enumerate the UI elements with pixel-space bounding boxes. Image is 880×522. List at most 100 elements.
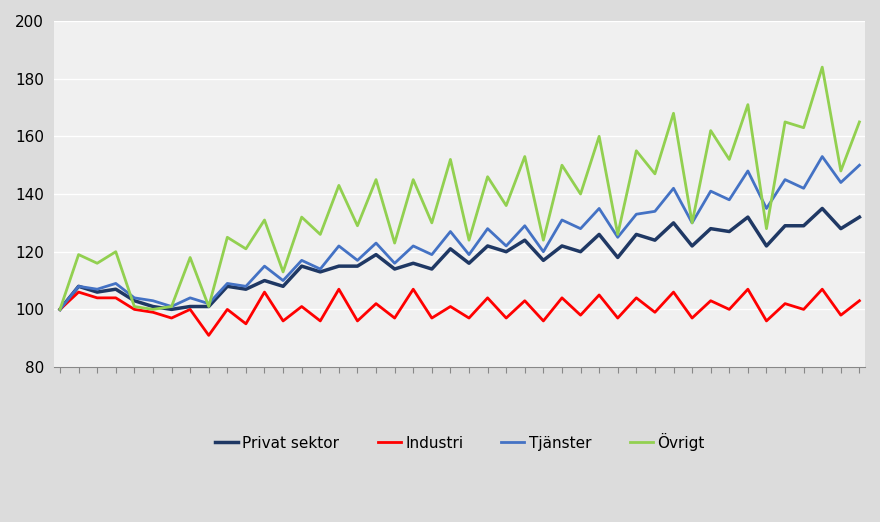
Industri <box>203 332 214 338</box>
Övrigt <box>798 125 809 131</box>
Tjänster <box>166 303 177 310</box>
Tjänster <box>92 286 102 292</box>
Tjänster <box>780 176 790 183</box>
Privat sektor <box>631 231 642 238</box>
Privat sektor <box>482 243 493 249</box>
Industri <box>686 315 697 321</box>
Övrigt <box>835 168 846 174</box>
Legend: Privat sektor, Industri, Tjänster, Övrigt: Privat sektor, Industri, Tjänster, Övrig… <box>209 426 711 457</box>
Privat sektor <box>315 269 326 275</box>
Tjänster <box>352 257 363 264</box>
Tjänster <box>464 252 474 258</box>
Industri <box>780 301 790 307</box>
Övrigt <box>649 171 660 177</box>
Privat sektor <box>111 286 121 292</box>
Line: Övrigt: Övrigt <box>60 67 860 310</box>
Övrigt <box>612 231 623 238</box>
Industri <box>408 286 419 292</box>
Privat sektor <box>464 260 474 266</box>
Industri <box>111 295 121 301</box>
Industri <box>55 306 65 313</box>
Övrigt <box>148 306 158 313</box>
Industri <box>240 321 251 327</box>
Tjänster <box>240 283 251 290</box>
Övrigt <box>278 269 289 275</box>
Privat sektor <box>408 260 419 266</box>
Övrigt <box>445 156 456 162</box>
Tjänster <box>612 234 623 241</box>
Övrigt <box>370 176 381 183</box>
Övrigt <box>55 306 65 313</box>
Industri <box>612 315 623 321</box>
Privat sektor <box>557 243 568 249</box>
Övrigt <box>501 203 511 209</box>
Övrigt <box>761 226 772 232</box>
Privat sektor <box>706 226 716 232</box>
Privat sektor <box>166 306 177 313</box>
Tjänster <box>631 211 642 217</box>
Tjänster <box>501 243 511 249</box>
Övrigt <box>408 176 419 183</box>
Privat sektor <box>222 283 232 290</box>
Övrigt <box>557 162 568 168</box>
Industri <box>482 295 493 301</box>
Industri <box>706 298 716 304</box>
Industri <box>631 295 642 301</box>
Privat sektor <box>148 303 158 310</box>
Privat sektor <box>668 220 678 226</box>
Tjänster <box>73 283 84 290</box>
Tjänster <box>315 266 326 272</box>
Övrigt <box>686 220 697 226</box>
Industri <box>594 292 605 298</box>
Övrigt <box>538 237 548 243</box>
Tjänster <box>445 229 456 235</box>
Industri <box>464 315 474 321</box>
Tjänster <box>668 185 678 192</box>
Industri <box>260 289 270 295</box>
Industri <box>724 306 735 313</box>
Övrigt <box>854 119 865 125</box>
Privat sektor <box>278 283 289 290</box>
Privat sektor <box>743 214 753 220</box>
Industri <box>370 301 381 307</box>
Industri <box>185 306 195 313</box>
Tjänster <box>761 205 772 211</box>
Privat sektor <box>334 263 344 269</box>
Industri <box>334 286 344 292</box>
Övrigt <box>389 240 400 246</box>
Privat sektor <box>55 306 65 313</box>
Industri <box>129 306 140 313</box>
Tjänster <box>724 197 735 203</box>
Industri <box>222 306 232 313</box>
Tjänster <box>334 243 344 249</box>
Tjänster <box>129 295 140 301</box>
Tjänster <box>649 208 660 215</box>
Tjänster <box>111 280 121 287</box>
Privat sektor <box>129 298 140 304</box>
Industri <box>389 315 400 321</box>
Privat sektor <box>798 222 809 229</box>
Privat sektor <box>389 266 400 272</box>
Övrigt <box>222 234 232 241</box>
Industri <box>557 295 568 301</box>
Övrigt <box>240 246 251 252</box>
Tjänster <box>222 280 232 287</box>
Industri <box>854 298 865 304</box>
Industri <box>649 309 660 315</box>
Övrigt <box>724 156 735 162</box>
Industri <box>668 289 678 295</box>
Övrigt <box>73 252 84 258</box>
Industri <box>352 318 363 324</box>
Privat sektor <box>260 277 270 283</box>
Tjänster <box>798 185 809 192</box>
Tjänster <box>576 226 586 232</box>
Privat sektor <box>445 246 456 252</box>
Tjänster <box>148 298 158 304</box>
Övrigt <box>668 110 678 116</box>
Tjänster <box>817 153 827 160</box>
Övrigt <box>111 248 121 255</box>
Övrigt <box>129 303 140 310</box>
Privat sektor <box>203 303 214 310</box>
Privat sektor <box>92 289 102 295</box>
Övrigt <box>706 127 716 134</box>
